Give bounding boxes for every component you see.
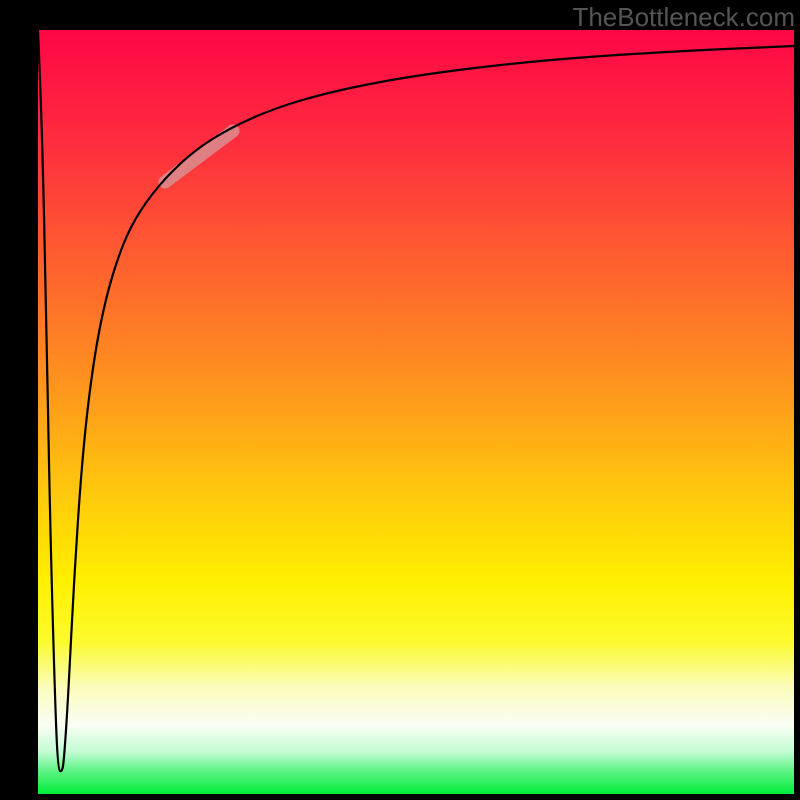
watermark-text: TheBottleneck.com [572,2,795,33]
highlight-segment [165,131,233,182]
chart-frame: TheBottleneck.com [0,0,800,800]
curve-layer [0,0,800,800]
bottleneck-curve [38,30,794,771]
